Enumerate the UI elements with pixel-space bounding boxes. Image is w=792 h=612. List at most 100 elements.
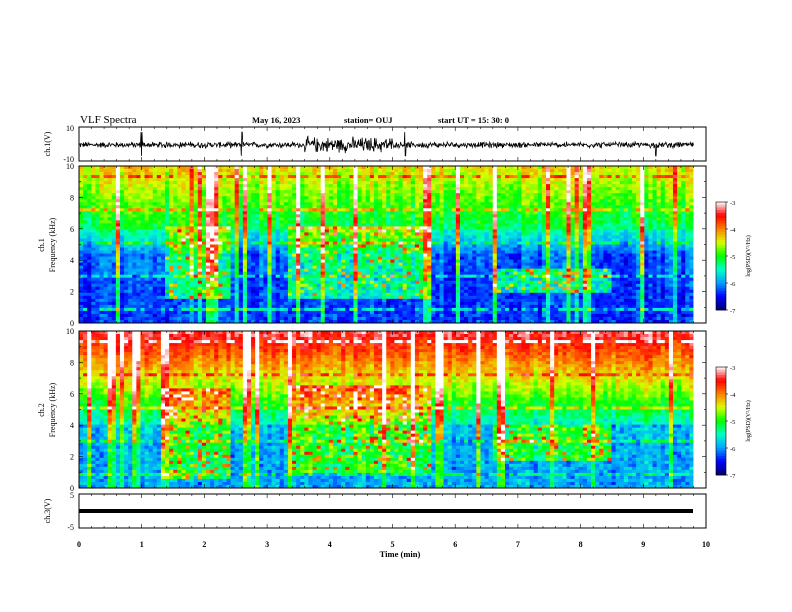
spectrogram-cell (144, 205, 150, 209)
spectrogram-cell (623, 169, 629, 173)
spectrogram-cell (500, 205, 506, 209)
spectrogram-cell (480, 223, 486, 227)
spectrogram-cell (521, 226, 527, 230)
spectrogram-cell (513, 181, 518, 185)
spectrogram-cell (656, 172, 662, 176)
spectrogram-cell (541, 199, 547, 203)
spectrogram-cell (410, 190, 416, 194)
spectrogram-cell (472, 262, 477, 267)
spectrogram-cell (136, 190, 141, 194)
spectrogram-cell (369, 205, 375, 209)
spectrogram-cell (292, 247, 297, 252)
spectrogram-cell (210, 262, 215, 267)
spectrogram-cell (292, 220, 297, 224)
spectrogram-cell (337, 253, 342, 258)
spectrogram-cell (554, 205, 559, 209)
spectrogram-cell (619, 199, 625, 203)
spectrogram-cell (611, 172, 617, 176)
spectrogram-cell (480, 208, 486, 212)
spectrogram-cell (599, 235, 604, 239)
spectrogram-cell (664, 247, 670, 252)
spectrogram-cell (513, 166, 518, 170)
spectrogram-cell (353, 235, 359, 239)
spectrogram-cell (201, 208, 207, 212)
spectrogram-cell (271, 211, 277, 215)
spectrogram-cell (599, 181, 604, 185)
spectrogram-cell (472, 181, 477, 185)
spectrogram-cell (406, 223, 412, 227)
spectrogram-cell (177, 226, 182, 230)
spectrogram-cell (386, 166, 391, 170)
spectrogram-cell (681, 256, 686, 261)
spectrogram-cell (357, 214, 363, 218)
spectrogram-cell (603, 202, 608, 206)
spectrogram-cell (640, 256, 645, 261)
spectrogram-cell (496, 241, 502, 245)
spectrogram-cell (419, 238, 424, 242)
spectrogram-cell (591, 247, 596, 252)
spectrogram-cell (324, 250, 330, 255)
spectrogram-cell (660, 175, 666, 179)
spectrogram-cell (505, 217, 510, 221)
spectrogram-cell (644, 223, 649, 227)
spectrogram-cell (234, 217, 240, 221)
spectrogram-cell (361, 175, 367, 179)
spectrogram-cell (267, 229, 273, 233)
spectrogram-cell (464, 199, 469, 203)
spectrogram-cell (111, 166, 117, 170)
spectrogram-cell (570, 205, 576, 209)
spectrogram-cell (419, 229, 424, 233)
spectrogram-cell (689, 205, 694, 209)
spectrogram-cell (455, 238, 461, 242)
spectrogram-cell (443, 247, 449, 252)
spectrogram-cell (165, 262, 170, 267)
spectrogram-cell (337, 232, 342, 236)
spectrogram-cell (513, 172, 518, 176)
spectrogram-cell (398, 202, 404, 206)
spectrogram-cell (537, 262, 543, 267)
spectrogram-cell (218, 184, 223, 188)
spectrogram-cell (230, 196, 236, 200)
spectrogram-cell (214, 265, 219, 270)
spectrogram-cell (259, 178, 264, 182)
spectrogram-cell (603, 223, 608, 227)
spectrogram-cell (480, 256, 486, 261)
spectrogram-cell (533, 202, 539, 206)
spectrogram-cell (373, 181, 379, 185)
spectrogram-cell (627, 211, 633, 215)
spectrogram-cell (357, 226, 363, 230)
spectrogram-cell (545, 166, 551, 170)
spectrogram-cell (365, 169, 371, 173)
spectrogram-cell (222, 175, 227, 179)
spectrogram-cell (398, 172, 404, 176)
spectrogram-cell (558, 259, 563, 264)
spectrogram-cell (586, 223, 592, 227)
spectrogram-cell (394, 256, 400, 261)
spectrogram-cell (533, 250, 539, 255)
spectrogram-cell (87, 208, 92, 212)
spectrogram-cell (689, 211, 694, 215)
spectrogram-cell (263, 211, 268, 215)
spectrogram-cell (439, 220, 445, 224)
spectrogram-cell (107, 208, 113, 212)
spectrogram-cell (242, 187, 248, 191)
spectrogram-cell (668, 166, 674, 170)
spectrogram-cell (124, 202, 129, 206)
spectrogram-cell (156, 226, 162, 230)
spectrogram-cell (361, 187, 367, 191)
spectrogram-cell (455, 232, 461, 236)
spectrogram-cell (451, 166, 457, 170)
spectrogram-cell (586, 169, 592, 173)
spectrogram-cell (668, 262, 674, 267)
spectrogram-cell (365, 247, 371, 252)
spectrogram-cell (345, 199, 350, 203)
spectrogram-cell (480, 241, 486, 245)
spectrogram-cell (574, 196, 580, 200)
spectrogram-cell (128, 184, 133, 188)
spectrogram-cell (689, 202, 694, 206)
spectrogram-cell (447, 184, 453, 188)
spectrogram-cell (271, 262, 277, 267)
spectrogram-cell (570, 196, 576, 200)
spectrogram-cell (513, 259, 518, 264)
spectrogram-cell (160, 247, 166, 252)
